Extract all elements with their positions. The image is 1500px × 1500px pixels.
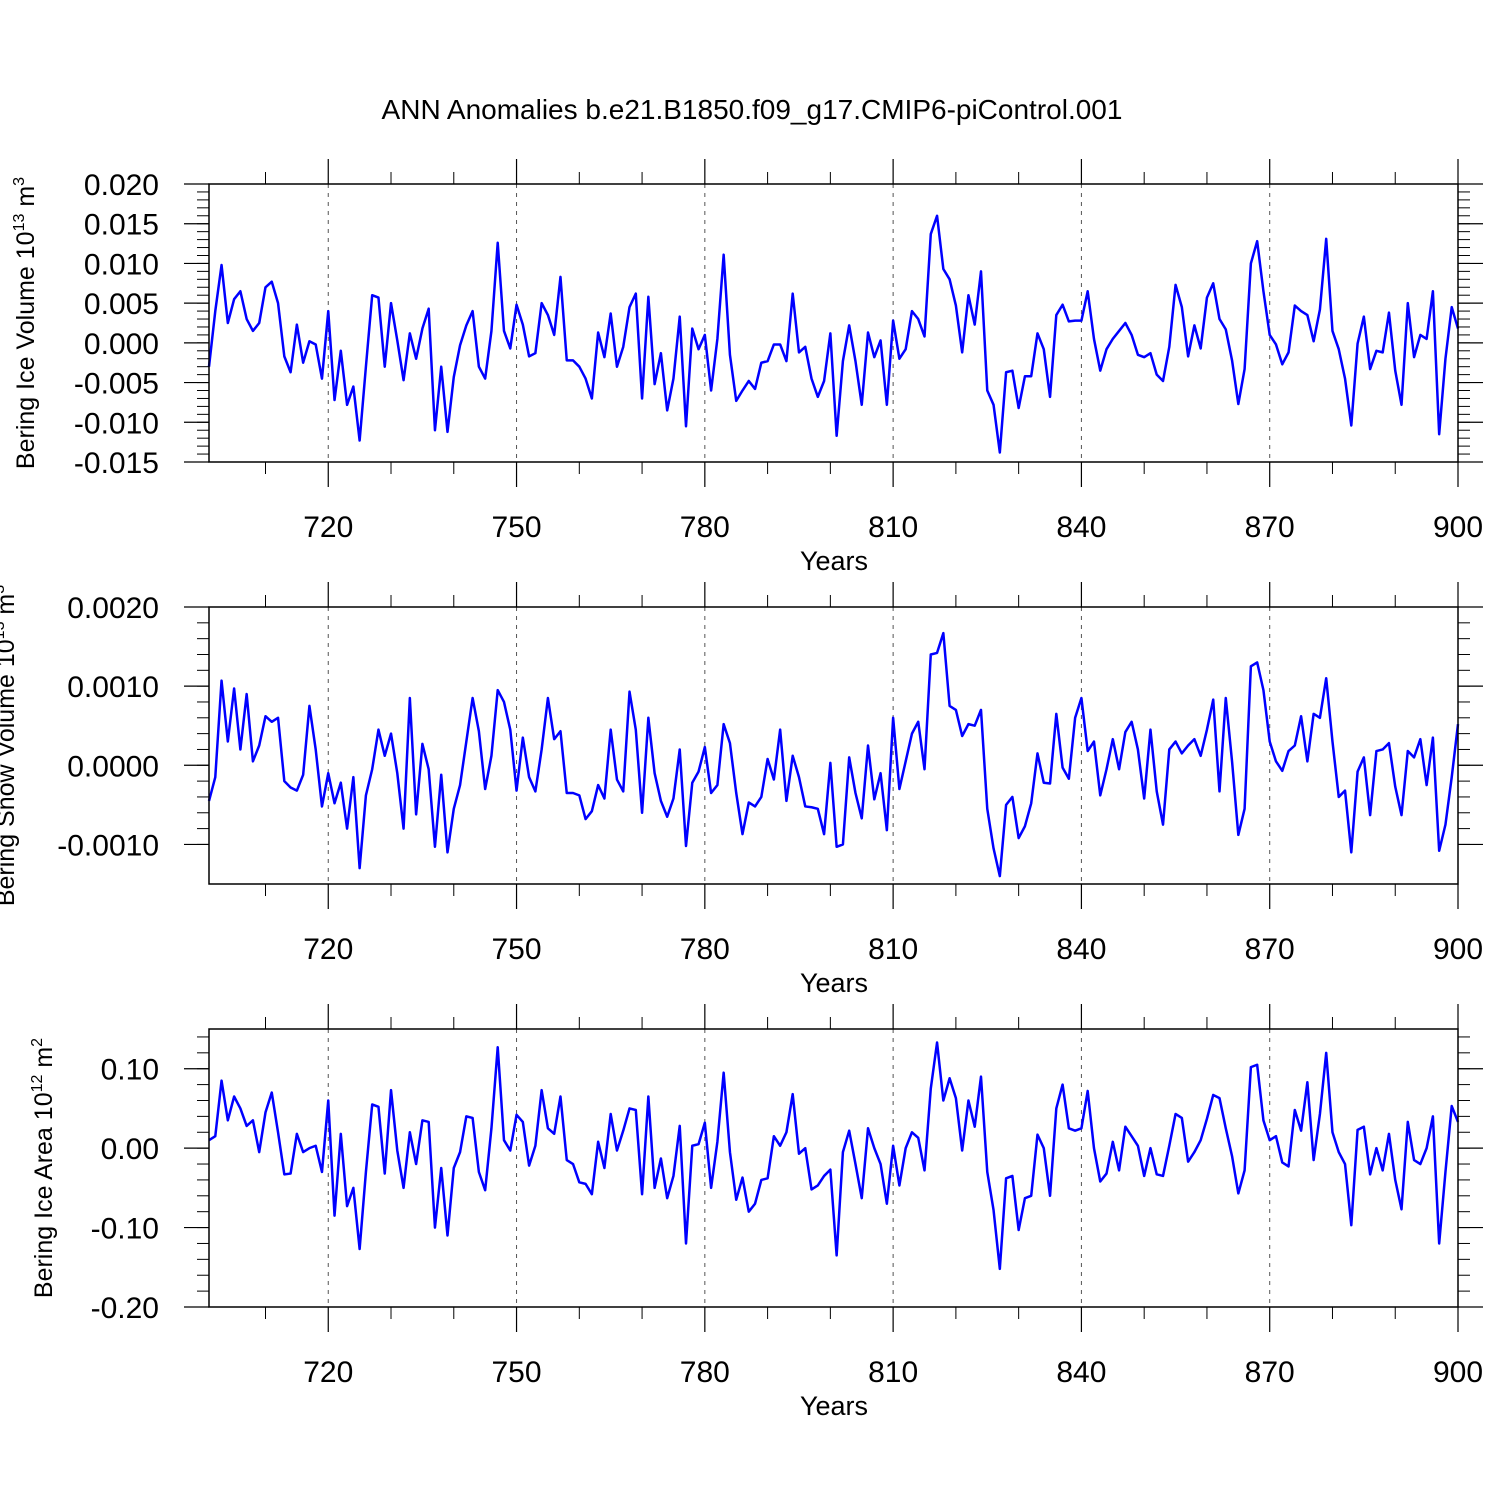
p0-ytick-label-5: 0.010 <box>84 248 159 281</box>
p0-x-axis-label: Years <box>800 546 868 576</box>
p0-xtick-label-840: 840 <box>1056 511 1106 544</box>
p0-ytick-label-2: -0.005 <box>74 368 159 401</box>
p2-ytick-label-1: -0.10 <box>91 1213 159 1246</box>
p0-xtick-label-900: 900 <box>1433 511 1483 544</box>
p2-x-axis-label: Years <box>800 1391 868 1421</box>
p2-ytick-label-3: 0.10 <box>101 1054 159 1087</box>
p1-xtick-label-900: 900 <box>1433 933 1483 966</box>
p2-xtick-label-900: 900 <box>1433 1356 1483 1389</box>
p2-ytick-label-0: -0.20 <box>91 1292 159 1325</box>
p1-y-axis-label: Bering Snow Volume 1013 m3 <box>0 585 20 906</box>
p1-x-axis-label: Years <box>800 968 868 998</box>
p2-y-axis-label: Bering Ice Area 1012 m2 <box>29 1038 58 1298</box>
chart-title: ANN Anomalies b.e21.B1850.f09_g17.CMIP6-… <box>382 94 1123 125</box>
p2-series-line <box>208 1041 1460 1271</box>
p0-plot-frame <box>208 183 1459 463</box>
p2-xtick-label-780: 780 <box>680 1356 730 1389</box>
p1-xtick-label-720: 720 <box>303 933 353 966</box>
p0-ytick-label-3: 0.000 <box>84 328 159 361</box>
p1-xtick-label-840: 840 <box>1056 933 1106 966</box>
p1-ytick-label-3: 0.0020 <box>67 592 159 625</box>
p0-xtick-label-780: 780 <box>680 511 730 544</box>
p0-xtick-label-750: 750 <box>492 511 542 544</box>
p0-ytick-label-4: 0.005 <box>84 288 159 321</box>
p1-ytick-label-2: 0.0010 <box>67 671 159 704</box>
p1-ytick-label-0: -0.0010 <box>57 829 159 862</box>
p0-series-line <box>207 214 1460 454</box>
p2-xtick-label-840: 840 <box>1056 1356 1106 1389</box>
panel-ice-area: 720 750 780 810 840 870 900 -0.20 -0.10 0.00 0.10 Y… <box>29 1004 1483 1421</box>
panel-ice-volume: 720 750 780 810 840 870 900 -0.015 -0.010 -0.005 0… <box>11 159 1483 576</box>
p0-xtick-label-870: 870 <box>1245 511 1295 544</box>
p1-plot-frame <box>208 606 1459 885</box>
p0-y-axis-label: Bering Ice Volume 1013 m3 <box>11 177 40 469</box>
p2-ytick-label-2: 0.00 <box>101 1133 159 1166</box>
p1-xtick-label-810: 810 <box>868 933 918 966</box>
p0-xtick-label-810: 810 <box>868 511 918 544</box>
p1-xtick-label-870: 870 <box>1245 933 1295 966</box>
p1-xtick-label-750: 750 <box>492 933 542 966</box>
p2-xtick-label-870: 870 <box>1245 1356 1295 1389</box>
p1-xtick-label-780: 780 <box>680 933 730 966</box>
p2-xtick-label-750: 750 <box>492 1356 542 1389</box>
p1-series-line <box>207 631 1460 878</box>
p1-ytick-label-1: 0.0000 <box>67 750 159 783</box>
p2-xtick-label-720: 720 <box>303 1356 353 1389</box>
p0-xtick-label-720: 720 <box>303 511 353 544</box>
p0-ytick-label-7: 0.020 <box>84 169 159 202</box>
p0-ytick-label-0: -0.015 <box>74 447 159 480</box>
p0-ytick-label-1: -0.010 <box>74 407 159 440</box>
panel-snow-volume: 720 750 780 810 840 870 900 -0.0010 0.0000 0.0010… <box>0 582 1483 998</box>
p2-xtick-label-810: 810 <box>868 1356 918 1389</box>
p0-ytick-label-6: 0.015 <box>84 209 159 242</box>
p2-plot-frame <box>208 1028 1459 1308</box>
